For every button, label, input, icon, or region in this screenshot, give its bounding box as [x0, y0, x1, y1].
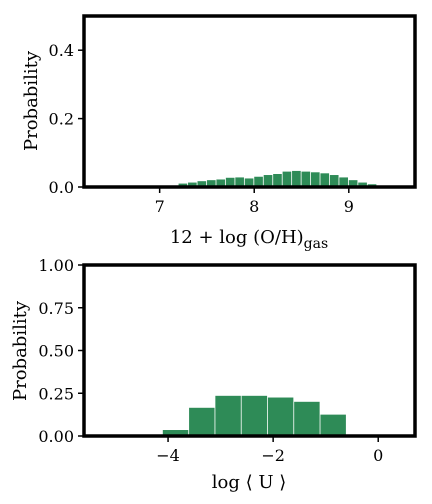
histogram-bar — [162, 430, 189, 436]
y-tick-label: 0.00 — [38, 427, 74, 446]
x-tick-label: 0 — [373, 446, 383, 465]
y-tick-label: 0.75 — [38, 299, 74, 318]
histogram-bar — [273, 174, 282, 187]
histogram-bar — [329, 175, 339, 187]
histogram-bar — [282, 171, 292, 187]
histogram-bar — [301, 171, 311, 187]
histogram-bar — [235, 177, 244, 187]
histogram-bar — [339, 177, 348, 187]
x-tick-label: −2 — [261, 446, 285, 465]
bars-ionization — [162, 395, 346, 436]
histogram-bar — [310, 172, 320, 187]
y-tick-label: 0.25 — [38, 384, 74, 403]
histogram-bar — [197, 181, 207, 187]
histogram-bar — [267, 397, 294, 436]
histogram-bar — [206, 180, 216, 187]
histogram-bar — [348, 180, 358, 187]
plot-frame — [82, 14, 417, 189]
x-tick-label: 9 — [344, 197, 354, 216]
y-tick-label: 0.4 — [49, 41, 74, 60]
ticks-metallicity: 7 8 9 0.0 0.2 0.4 — [49, 41, 354, 216]
histogram-bar — [263, 175, 273, 187]
histogram-bar — [244, 178, 254, 187]
y-tick-label: 0.50 — [38, 342, 74, 361]
histogram-bar — [320, 414, 346, 436]
histogram-bar — [294, 401, 320, 436]
histogram-bar — [358, 182, 367, 187]
histogram-bar — [215, 395, 241, 436]
histogram-bar — [320, 173, 330, 187]
histogram-bar — [188, 182, 197, 187]
x-tick-label: 8 — [249, 197, 259, 216]
x-tick-label: 7 — [155, 197, 165, 216]
histogram-bar — [292, 170, 301, 187]
histogram-bar — [216, 179, 226, 187]
bars-metallicity — [178, 170, 386, 187]
histogram-bar — [189, 407, 215, 436]
ylabel-metallicity: Probability — [21, 50, 42, 151]
y-tick-label: 0.2 — [49, 110, 74, 129]
y-tick-label: 0.0 — [49, 178, 74, 197]
xlabel-ionization: log ⟨ U ⟩ — [212, 472, 287, 493]
histogram-bar — [241, 395, 268, 436]
xlabel-metallicity: 12 + log (O/H)gas — [170, 227, 328, 252]
y-tick-label: 1.00 — [38, 256, 74, 275]
ylabel-ionization: Probability — [10, 300, 31, 401]
histogram-bar — [254, 176, 263, 187]
histogram-bar — [225, 177, 235, 187]
chart-ionization: −4 −2 0 0.00 0.25 0.50 0.75 1.00 Probability lo… — [10, 256, 417, 493]
xlabel-main: 12 + log (O/H) — [170, 227, 304, 248]
chart-metallicity: 7 8 9 0.0 0.2 0.4 Probability 12 + log (O/H)g… — [21, 14, 417, 252]
ticks-ionization: −4 −2 0 0.00 0.25 0.50 0.75 1.00 — [38, 256, 383, 465]
x-tick-label: −4 — [156, 446, 180, 465]
xlabel-subscript: gas — [304, 236, 329, 252]
